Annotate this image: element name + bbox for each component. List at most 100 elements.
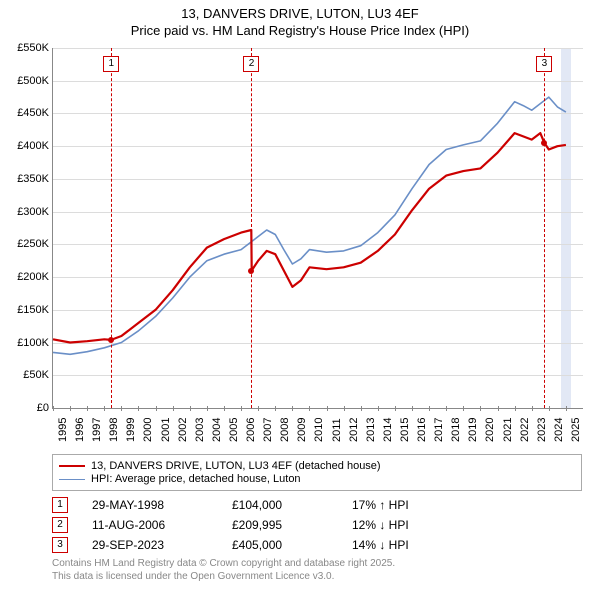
chart-area: £0£50K£100K£150K£200K£250K£300K£350K£400… [52,48,583,409]
chart-xlabel: 1998 [108,418,120,442]
chart-xlabel: 2024 [553,418,565,442]
chart-xtick [104,406,105,411]
chart-xlabel: 2021 [502,418,514,442]
chart-ylabel: £550K [7,42,49,54]
chart-xtick [446,406,447,411]
chart-ylabel: £500K [7,75,49,87]
sales-row-price: £405,000 [232,538,352,552]
chart-xtick [344,406,345,411]
title-subtitle: Price paid vs. HM Land Registry's House … [0,23,600,40]
chart-xlabel: 2022 [519,418,531,442]
chart-xlabel: 2017 [433,418,445,442]
chart-xtick [190,406,191,411]
chart-ylabel: £350K [7,173,49,185]
chart-xtick [412,406,413,411]
chart-sale-vline [111,48,112,408]
chart-xtick [70,406,71,411]
legend-label-hpi: HPI: Average price, detached house, Luto… [91,473,301,485]
footer-line2: This data is licensed under the Open Gov… [52,571,395,584]
chart-xtick [87,406,88,411]
chart-sale-marker-2: 2 [243,56,259,72]
footer-line1: Contains HM Land Registry data © Crown c… [52,558,395,571]
title-block: 13, DANVERS DRIVE, LUTON, LU3 4EF Price … [0,0,600,40]
chart-xlabel: 1997 [91,418,103,442]
chart-xlabel: 2007 [262,418,274,442]
chart-xtick [566,406,567,411]
sales-row-hpi: 12% ↓ HPI [352,518,409,532]
chart-xlabel: 1999 [125,418,137,442]
chart-line-hpi [53,97,566,354]
sales-row: 3 29-SEP-2023£405,00014% ↓ HPI [52,536,582,554]
legend-box: 13, DANVERS DRIVE, LUTON, LU3 4EF (detac… [52,454,582,491]
sales-row-price: £104,000 [232,498,352,512]
chart-xtick [361,406,362,411]
chart-xtick [378,406,379,411]
chart-xtick [241,406,242,411]
chart-sale-vline [251,48,252,408]
sales-row-date: 11-AUG-2006 [92,518,232,532]
chart-xlabel: 2005 [228,418,240,442]
chart-xtick [207,406,208,411]
chart-sale-vline [544,48,545,408]
chart-xlabel: 2000 [142,418,154,442]
chart-xlabel: 2008 [279,418,291,442]
footer-attribution: Contains HM Land Registry data © Crown c… [52,558,395,583]
sales-table: 129-MAY-1998£104,00017% ↑ HPI 2 11-AUG-200… [52,496,582,556]
chart-xtick [480,406,481,411]
chart-xtick [173,406,174,411]
sales-row: 2 11-AUG-2006£209,99512% ↓ HPI [52,516,582,534]
chart-xtick [327,406,328,411]
chart-xlabel: 2020 [484,418,496,442]
chart-container: 13, DANVERS DRIVE, LUTON, LU3 4EF Price … [0,0,600,590]
sales-row-marker: 3 [52,537,68,553]
chart-line-price-paid [53,133,566,342]
chart-ylabel: £450K [7,107,49,119]
chart-xtick [463,406,464,411]
sales-row-hpi: 14% ↓ HPI [352,538,409,552]
sales-row-date: 29-SEP-2023 [92,538,232,552]
chart-xtick [258,406,259,411]
chart-sale-dot-3 [541,140,547,146]
chart-ylabel: £0 [7,402,49,414]
sales-row-hpi: 17% ↑ HPI [352,498,409,512]
sales-row-price: £209,995 [232,518,352,532]
chart-ylabel: £300K [7,206,49,218]
chart-xlabel: 2018 [450,418,462,442]
chart-xlabel: 2004 [211,418,223,442]
chart-xtick [138,406,139,411]
chart-xtick [275,406,276,411]
chart-xtick [156,406,157,411]
legend-label-price-paid: 13, DANVERS DRIVE, LUTON, LU3 4EF (detac… [91,460,381,472]
chart-xlabel: 2002 [177,418,189,442]
sales-row: 129-MAY-1998£104,00017% ↑ HPI [52,496,582,514]
legend-swatch-hpi [59,479,85,480]
chart-xtick [395,406,396,411]
chart-xlabel: 2015 [399,418,411,442]
chart-ylabel: £400K [7,140,49,152]
chart-xlabel: 2001 [160,418,172,442]
chart-sale-marker-3: 3 [536,56,552,72]
chart-svg [53,48,583,408]
legend-swatch-price-paid [59,465,85,467]
chart-xtick [224,406,225,411]
title-address: 13, DANVERS DRIVE, LUTON, LU3 4EF [0,6,600,23]
chart-ylabel: £250K [7,238,49,250]
chart-xlabel: 2014 [382,418,394,442]
chart-xtick [121,406,122,411]
chart-xtick [549,406,550,411]
chart-xlabel: 2023 [536,418,548,442]
chart-sale-marker-1: 1 [103,56,119,72]
chart-xtick [515,406,516,411]
chart-xtick [53,406,54,411]
legend-row-price-paid: 13, DANVERS DRIVE, LUTON, LU3 4EF (detac… [59,460,575,472]
chart-xlabel: 2025 [570,418,582,442]
chart-xlabel: 2009 [296,418,308,442]
chart-xtick [498,406,499,411]
legend-row-hpi: HPI: Average price, detached house, Luto… [59,473,575,485]
chart-xlabel: 2013 [365,418,377,442]
chart-xlabel: 2012 [348,418,360,442]
chart-xtick [532,406,533,411]
chart-ylabel: £200K [7,271,49,283]
sales-row-marker: 2 [52,517,68,533]
chart-xlabel: 2010 [313,418,325,442]
